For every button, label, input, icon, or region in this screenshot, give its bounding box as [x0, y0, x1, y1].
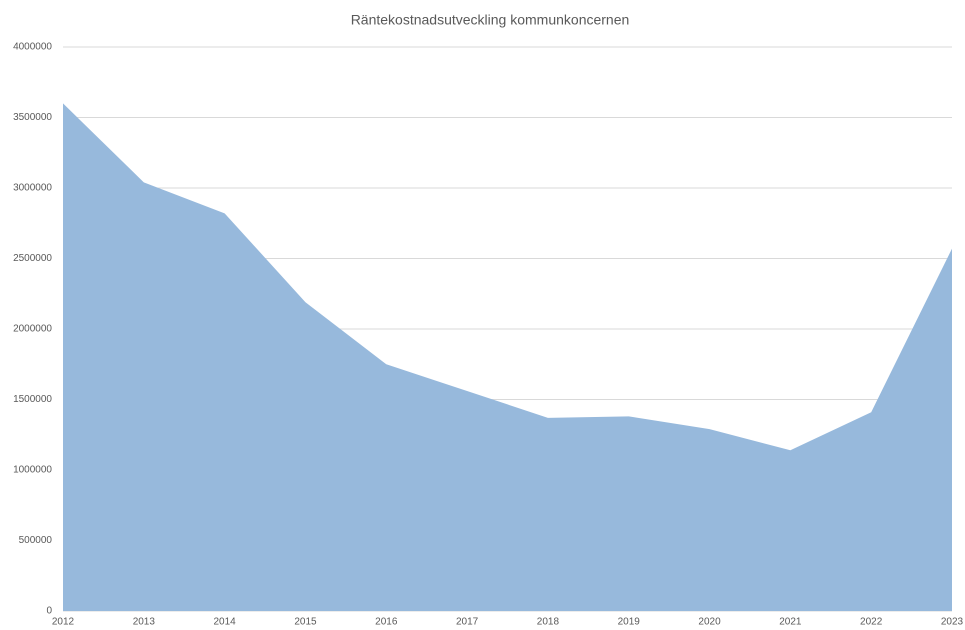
x-tick-label: 2014 — [214, 617, 237, 628]
x-tick-label: 2015 — [294, 617, 317, 628]
y-tick-label: 1000000 — [13, 465, 52, 476]
x-tick-label: 2017 — [456, 617, 479, 628]
x-tick-label: 2019 — [618, 617, 641, 628]
x-tick-label: 2018 — [537, 617, 560, 628]
y-tick-label: 1500000 — [13, 394, 52, 405]
x-tick-label: 2022 — [860, 617, 883, 628]
y-tick-label: 0 — [46, 606, 52, 617]
x-tick-label: 2013 — [133, 617, 156, 628]
y-tick-label: 3000000 — [13, 183, 52, 194]
y-tick-label: 500000 — [19, 535, 53, 546]
x-tick-label: 2016 — [375, 617, 398, 628]
x-tick-label: 2021 — [779, 617, 802, 628]
chart-title: Räntekostnadsutveckling kommunkoncernen — [351, 12, 630, 28]
x-tick-label: 2012 — [52, 617, 75, 628]
x-tick-label: 2020 — [698, 617, 721, 628]
y-tick-label: 2500000 — [13, 253, 52, 264]
y-tick-label: 3500000 — [13, 112, 52, 123]
y-tick-label: 4000000 — [13, 42, 52, 53]
y-tick-label: 2000000 — [13, 324, 52, 335]
x-tick-label: 2023 — [941, 617, 964, 628]
area — [63, 103, 952, 612]
